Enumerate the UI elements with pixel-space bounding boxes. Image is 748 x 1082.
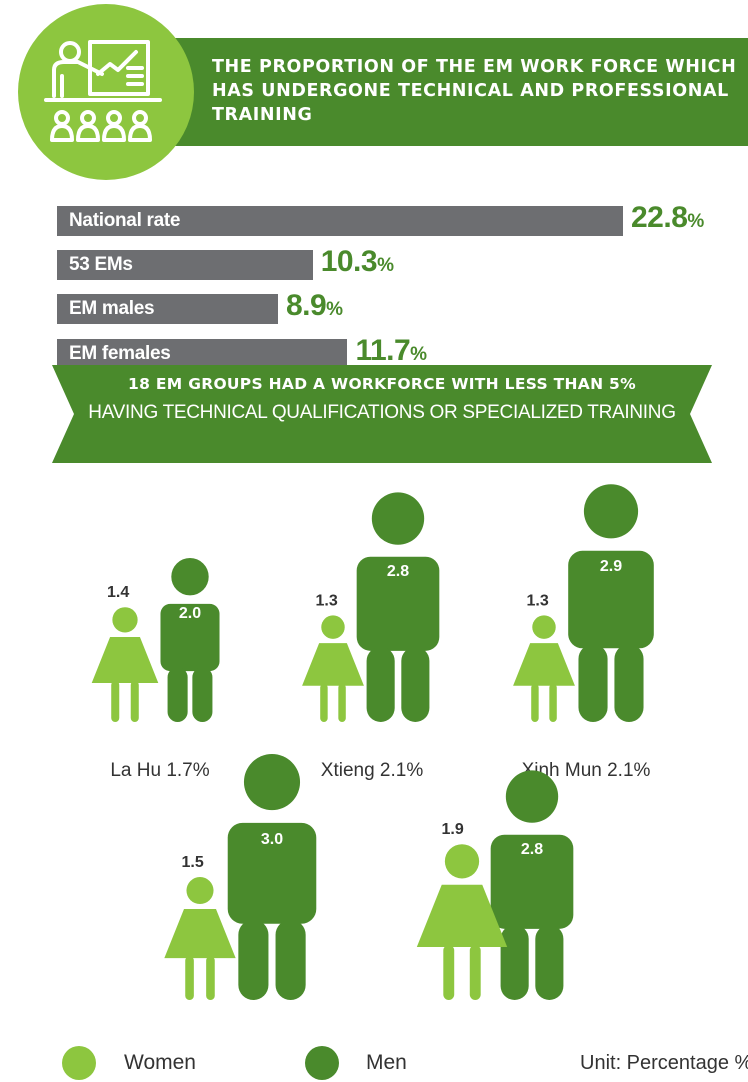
pictogram-chart: 2.0 1.4 La Hu 1.7% 2.8 1.3 Xtieng 2.1% 2.9 1.3 X… (91, 484, 654, 1000)
woman-figure (416, 844, 508, 1000)
man-leg (614, 644, 644, 722)
woman-dress (416, 884, 508, 948)
woman-dress (513, 643, 575, 686)
woman-leg (549, 683, 557, 722)
woman-leg (111, 680, 120, 722)
men-value-label: 3.0 (261, 831, 283, 848)
women-value-label: 1.3 (315, 592, 337, 609)
teacher-presentation-icon (44, 40, 162, 142)
bar-2: 53 EMs (57, 250, 313, 280)
man-figure (227, 754, 317, 1000)
men-value-label: 2.9 (600, 558, 622, 575)
man-body (490, 834, 574, 929)
women-value-label: 1.9 (442, 821, 464, 838)
bar-3: EM males (57, 294, 278, 324)
woman-leg (185, 956, 194, 1000)
man-leg (167, 667, 188, 722)
bar-1: National rate (57, 206, 623, 236)
woman-dress (91, 637, 159, 683)
man-leg (401, 646, 430, 722)
men-value-label: 2.0 (179, 605, 201, 622)
man-head (171, 558, 209, 596)
bar-label: EM males (69, 298, 155, 319)
woman-head (321, 615, 345, 639)
woman-leg (206, 956, 215, 1000)
group-label: La Hu 1.7% (110, 760, 209, 781)
woman-leg (338, 683, 346, 722)
man-head (243, 754, 301, 811)
man-leg (578, 644, 608, 722)
men-value-label: 2.8 (521, 841, 543, 858)
woman-figure (302, 615, 364, 722)
woman-dress (164, 908, 236, 959)
women-value-label: 1.5 (181, 854, 203, 871)
woman-head (444, 844, 480, 879)
man-figure (490, 770, 574, 1000)
man-leg (535, 924, 564, 1000)
header-title: THE PROPORTION OF THE EM WORK FORCE WHIC… (212, 57, 737, 125)
woman-head (112, 607, 138, 633)
group-label: Xtieng 2.1% (321, 760, 424, 781)
woman-leg (443, 945, 455, 1000)
bar-4: EM females (57, 339, 348, 369)
legend-women-dot (62, 1046, 96, 1080)
bar-value-label: 11.7% (355, 334, 427, 367)
woman-figure (164, 877, 236, 1000)
woman-dress (302, 643, 364, 686)
woman-figure (513, 615, 575, 722)
man-head (583, 484, 639, 539)
man-body (356, 556, 440, 651)
man-leg (366, 646, 395, 722)
man-body (160, 603, 220, 672)
woman-leg (320, 683, 328, 722)
banner-shape (52, 365, 712, 463)
women-value-label: 1.3 (526, 592, 548, 609)
men-value-label: 2.8 (387, 563, 409, 580)
woman-leg (130, 680, 139, 722)
bar-label: EM females (69, 343, 171, 364)
woman-figure (91, 607, 159, 722)
man-figure (160, 558, 220, 722)
banner-line2: HAVING TECHNICAL QUALIFICATIONS OR SPECI… (88, 402, 676, 423)
man-body (568, 550, 654, 649)
man-figure (568, 484, 654, 722)
man-leg (192, 667, 213, 722)
man-body (227, 822, 317, 924)
bar-value-label: 10.3% (320, 245, 394, 278)
woman-head (186, 877, 214, 905)
legend-women-label: Women (124, 1051, 196, 1074)
woman-leg (469, 945, 481, 1000)
man-leg (275, 919, 306, 1000)
banner-line1: 18 EM GROUPS HAD A WORKFORCE WITH LESS T… (128, 375, 636, 393)
bar-value-label: 22.8% (631, 201, 704, 234)
group-label: Xinh Mun 2.1% (522, 760, 651, 781)
unit-note: Unit: Percentage % (580, 1052, 748, 1074)
women-value-label: 1.4 (107, 584, 129, 601)
man-head (371, 492, 425, 545)
man-head (505, 770, 559, 823)
man-leg (500, 924, 529, 1000)
woman-leg (531, 683, 539, 722)
man-figure (356, 492, 440, 722)
bar-label: 53 EMs (69, 254, 133, 275)
legend-men-label: Men (366, 1051, 407, 1074)
header-band (130, 38, 748, 146)
man-leg (238, 919, 269, 1000)
legend-men-dot (305, 1046, 339, 1080)
bar-label: National rate (69, 210, 181, 231)
woman-head (532, 615, 556, 639)
bar-value-label: 8.9% (285, 289, 343, 322)
